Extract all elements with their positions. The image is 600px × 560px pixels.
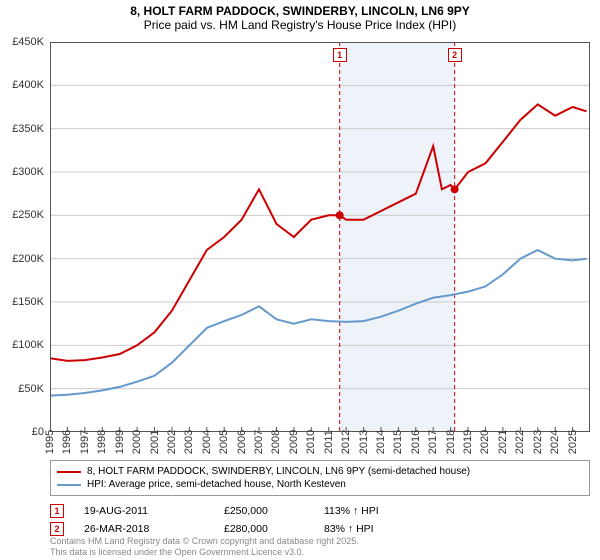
x-tick-label: 1997 — [79, 430, 91, 454]
sale-date: 19-AUG-2011 — [84, 505, 204, 517]
y-tick-label: £100K — [12, 339, 44, 351]
sale-price: £280,000 — [224, 523, 304, 535]
sale-marker-box: 2 — [448, 48, 462, 62]
x-tick-label: 2013 — [358, 430, 370, 454]
x-tick-label: 2017 — [427, 430, 439, 454]
y-tick-label: £450K — [12, 36, 44, 48]
x-tick-label: 1999 — [114, 430, 126, 454]
x-tick-label: 2002 — [166, 430, 178, 454]
x-tick-label: 1996 — [61, 430, 73, 454]
x-tick-label: 2008 — [270, 430, 282, 454]
x-tick-label: 2000 — [131, 430, 143, 454]
x-tick-label: 2014 — [375, 430, 387, 454]
sale-date: 26-MAR-2018 — [84, 523, 204, 535]
sale-marker-1: 1 — [50, 504, 64, 518]
x-tick-label: 2006 — [236, 430, 248, 454]
y-tick-label: £150K — [12, 296, 44, 308]
x-tick-label: 2019 — [462, 430, 474, 454]
x-tick-label: 2003 — [183, 430, 195, 454]
x-tick-label: 2007 — [253, 430, 265, 454]
sale-price: £250,000 — [224, 505, 304, 517]
y-tick-label: £350K — [12, 123, 44, 135]
legend-label-property: 8, HOLT FARM PADDOCK, SWINDERBY, LINCOLN… — [87, 466, 470, 477]
sale-marker-box: 1 — [333, 48, 347, 62]
sale-pct: 113% ↑ HPI — [324, 505, 424, 517]
y-tick-label: £50K — [18, 383, 44, 395]
y-tick-label: £300K — [12, 166, 44, 178]
sales-row: 2 26-MAR-2018 £280,000 83% ↑ HPI — [50, 520, 424, 538]
legend-row: 8, HOLT FARM PADDOCK, SWINDERBY, LINCOLN… — [57, 465, 583, 478]
x-tick-label: 2024 — [549, 430, 561, 454]
sales-table: 1 19-AUG-2011 £250,000 113% ↑ HPI 2 26-M… — [50, 502, 424, 538]
x-tick-label: 2001 — [149, 430, 161, 454]
x-tick-label: 2022 — [514, 430, 526, 454]
sales-row: 1 19-AUG-2011 £250,000 113% ↑ HPI — [50, 502, 424, 520]
x-tick-label: 1998 — [96, 430, 108, 454]
x-tick-label: 2015 — [392, 430, 404, 454]
x-tick-label: 2004 — [201, 430, 213, 454]
x-tick-label: 2020 — [479, 430, 491, 454]
x-tick-label: 2016 — [410, 430, 422, 454]
title-line1: 8, HOLT FARM PADDOCK, SWINDERBY, LINCOLN… — [0, 4, 600, 18]
y-tick-label: £200K — [12, 253, 44, 265]
x-tick-label: 2005 — [218, 430, 230, 454]
x-tick-label: 2021 — [497, 430, 509, 454]
attribution: Contains HM Land Registry data © Crown c… — [50, 536, 359, 558]
chart-area: £0£50K£100K£150K£200K£250K£300K£350K£400… — [50, 42, 590, 432]
x-tick-label: 1995 — [44, 430, 56, 454]
y-tick-label: £0 — [32, 426, 44, 438]
x-tick-label: 2011 — [323, 430, 335, 454]
legend-row: HPI: Average price, semi-detached house,… — [57, 478, 583, 491]
x-tick-label: 2012 — [340, 430, 352, 454]
sale-pct: 83% ↑ HPI — [324, 523, 424, 535]
x-tick-label: 2010 — [305, 430, 317, 454]
x-tick-label: 2023 — [532, 430, 544, 454]
x-tick-label: 2018 — [445, 430, 457, 454]
attribution-line1: Contains HM Land Registry data © Crown c… — [50, 536, 359, 547]
legend-label-hpi: HPI: Average price, semi-detached house,… — [87, 479, 346, 490]
legend-swatch-hpi — [57, 484, 81, 486]
title-line2: Price paid vs. HM Land Registry's House … — [0, 18, 600, 32]
legend-swatch-property — [57, 471, 81, 473]
chart-container: 8, HOLT FARM PADDOCK, SWINDERBY, LINCOLN… — [0, 0, 600, 560]
y-tick-label: £250K — [12, 209, 44, 221]
x-tick-label: 2025 — [567, 430, 579, 454]
x-tick-label: 2009 — [288, 430, 300, 454]
y-tick-label: £400K — [12, 79, 44, 91]
chart-svg — [50, 42, 590, 432]
attribution-line2: This data is licensed under the Open Gov… — [50, 547, 359, 558]
legend: 8, HOLT FARM PADDOCK, SWINDERBY, LINCOLN… — [50, 460, 590, 496]
title-block: 8, HOLT FARM PADDOCK, SWINDERBY, LINCOLN… — [0, 0, 600, 34]
sale-marker-2: 2 — [50, 522, 64, 536]
